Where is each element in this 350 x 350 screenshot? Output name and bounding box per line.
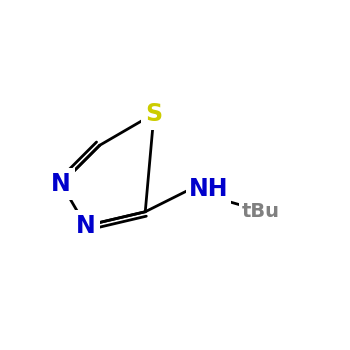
Text: N: N (76, 214, 96, 238)
Text: tBu: tBu (242, 202, 280, 221)
Text: N: N (51, 172, 71, 196)
Text: NH: NH (189, 177, 228, 201)
Text: S: S (146, 102, 162, 126)
